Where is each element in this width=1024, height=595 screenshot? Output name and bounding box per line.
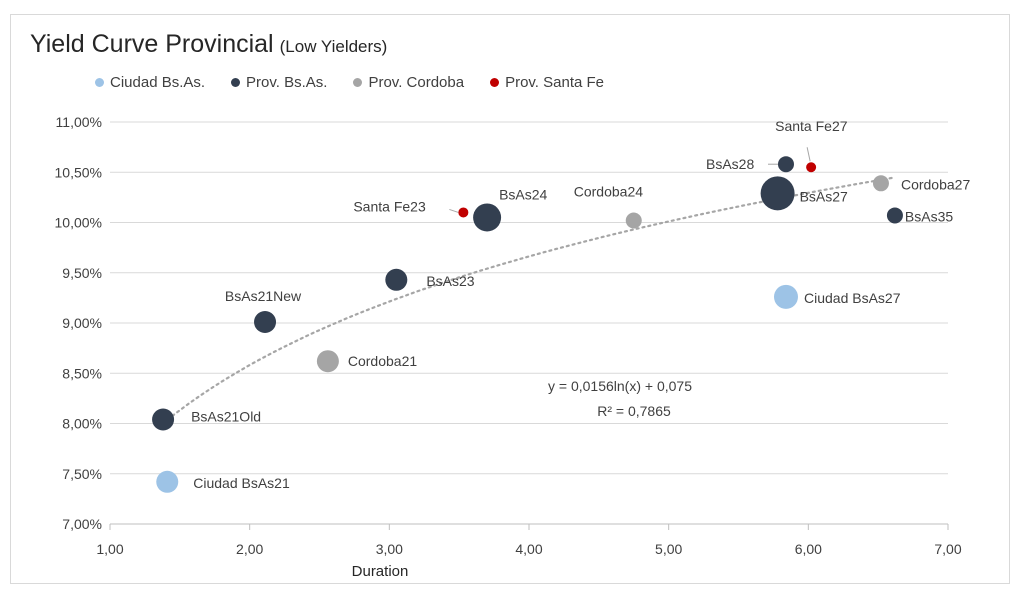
y-tick-label: 7,00%	[62, 516, 102, 532]
x-tick-label: 1,00	[96, 541, 123, 557]
data-point	[872, 175, 889, 192]
y-tick-label: 8,00%	[62, 416, 102, 432]
legend-marker	[95, 78, 104, 87]
legend-marker	[353, 78, 363, 87]
x-axis-title: Duration	[352, 563, 409, 580]
data-point	[777, 156, 794, 173]
data-label: Cordoba24	[574, 183, 643, 199]
x-tick-label: 5,00	[655, 541, 682, 557]
data-point	[886, 207, 903, 224]
chart-title-main: Yield Curve Provincial	[30, 30, 274, 58]
x-tick-label: 2,00	[236, 541, 263, 557]
y-tick-label: 7,50%	[62, 466, 102, 482]
data-point	[458, 207, 469, 218]
data-label: Santa Fe23	[353, 198, 426, 214]
data-label: Santa Fe27	[775, 118, 848, 134]
legend-marker	[231, 78, 241, 87]
data-label: Ciudad BsAs27	[804, 290, 901, 306]
legend-label: Prov. Bs.As.	[246, 74, 328, 91]
data-point	[254, 310, 277, 333]
y-tick-label: 9,50%	[62, 265, 102, 281]
data-point	[473, 203, 502, 232]
chart-title: Yield Curve Provincial (Low Yielders)	[30, 30, 387, 59]
data-label: BsAs35	[905, 208, 953, 224]
x-tick-label: 7,00	[934, 541, 961, 557]
legend-item: Prov. Cordoba	[353, 74, 464, 91]
data-point	[316, 350, 339, 373]
legend-marker	[490, 78, 500, 87]
data-label: Cordoba27	[901, 176, 970, 192]
data-point	[385, 268, 408, 291]
data-point	[156, 470, 179, 493]
data-point	[773, 284, 798, 309]
data-label: BsAs23	[426, 273, 474, 289]
legend-item: Prov. Bs.As.	[231, 74, 327, 91]
data-point	[152, 408, 175, 431]
data-label: Cordoba21	[348, 353, 417, 369]
legend-label: Prov. Cordoba	[368, 74, 465, 91]
legend-item: Prov. Santa Fe	[490, 74, 604, 91]
legend-label: Prov. Santa Fe	[505, 74, 605, 91]
data-label: Ciudad BsAs21	[193, 475, 290, 491]
data-point	[625, 212, 642, 229]
data-point	[806, 162, 817, 173]
data-label: BsAs27	[800, 188, 848, 204]
trendline-r-squared: R² = 0,7865	[597, 403, 671, 419]
y-tick-label: 11,00%	[56, 114, 102, 130]
trendline-equation: y = 0,0156ln(x) + 0,075	[548, 378, 692, 394]
chart-subtitle: (Low Yielders)	[279, 37, 388, 56]
y-tick-label: 8,50%	[62, 365, 102, 381]
chart-legend: Ciudad Bs.As. Prov. Bs.As. Prov. Cordoba Pr…	[95, 74, 604, 91]
x-tick-label: 3,00	[376, 541, 403, 557]
data-label: BsAs28	[706, 156, 754, 172]
y-tick-label: 10,50%	[55, 164, 102, 180]
y-tick-label: 9,00%	[62, 315, 102, 331]
x-tick-label: 4,00	[515, 541, 542, 557]
y-tick-label: 10,00%	[55, 215, 102, 231]
data-label: BsAs21New	[225, 288, 302, 304]
data-label: BsAs21Old	[191, 408, 261, 424]
legend-item: Ciudad Bs.As.	[95, 74, 205, 91]
data-point	[760, 176, 795, 211]
legend-label: Ciudad Bs.As.	[110, 74, 206, 91]
label-leader-line	[449, 208, 459, 213]
x-tick-label: 6,00	[795, 541, 822, 557]
data-label: BsAs24	[499, 186, 547, 202]
chart-frame	[10, 14, 1010, 584]
label-leader-line	[806, 147, 811, 162]
